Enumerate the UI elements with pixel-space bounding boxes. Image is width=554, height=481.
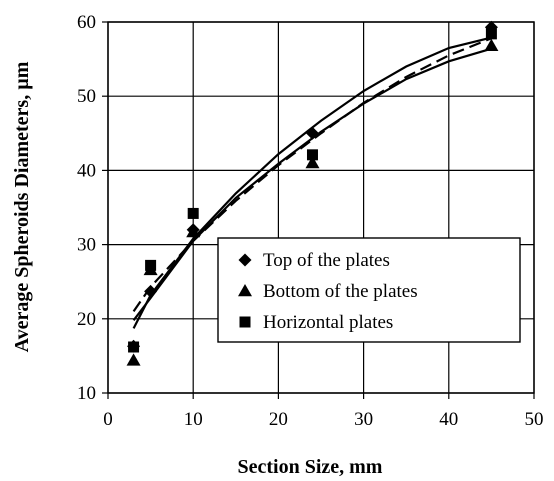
y-tick-label: 40 xyxy=(77,160,96,181)
y-tick-label: 10 xyxy=(77,383,96,404)
plot-frame xyxy=(107,21,535,394)
x-tick-label: 40 xyxy=(439,409,458,430)
trendline-solid xyxy=(132,36,492,329)
trendline-solid xyxy=(132,47,492,321)
y-tick-label: 50 xyxy=(77,86,96,107)
y-tick-label: 60 xyxy=(77,12,96,33)
legend-triangle-marker xyxy=(238,284,252,297)
triangle-marker xyxy=(186,224,201,238)
axes: 0 10 20 30 40 50 10 20 30 40 50 60 xyxy=(77,12,544,430)
legend: Top of the plates Bottom of the plates Hor… xyxy=(217,237,521,343)
legend-square-marker xyxy=(239,316,251,328)
legend-label: Bottom of the plates xyxy=(263,281,418,302)
data-markers xyxy=(126,20,499,366)
square-marker xyxy=(485,28,497,40)
x-tick-label: 10 xyxy=(184,409,203,430)
trendlines xyxy=(132,36,492,329)
square-marker xyxy=(306,149,318,161)
trendline-dashed xyxy=(132,37,492,313)
legend-label: Horizontal plates xyxy=(263,312,393,333)
y-tick-label: 30 xyxy=(77,235,96,256)
diamond-marker xyxy=(305,126,319,140)
legend-diamond-marker xyxy=(238,253,252,267)
triangle-marker xyxy=(126,353,141,366)
square-marker xyxy=(187,207,199,219)
diamond-marker xyxy=(144,284,158,298)
y-axis-title: Average Spheroids Diameters, µm xyxy=(11,61,33,352)
legend-label: Top of the plates xyxy=(263,250,390,271)
x-tick-label: 50 xyxy=(525,409,544,430)
square-marker xyxy=(128,341,140,353)
triangle-marker xyxy=(305,155,320,169)
legend-box xyxy=(217,237,521,343)
x-tick-label: 0 xyxy=(103,409,113,430)
square-marker xyxy=(145,259,157,271)
y-tick-label: 20 xyxy=(77,309,96,330)
x-tick-label: 20 xyxy=(269,409,288,430)
x-axis-title: Section Size, mm xyxy=(238,456,383,478)
triangle-marker xyxy=(484,38,499,51)
x-tick-label: 30 xyxy=(354,409,373,430)
